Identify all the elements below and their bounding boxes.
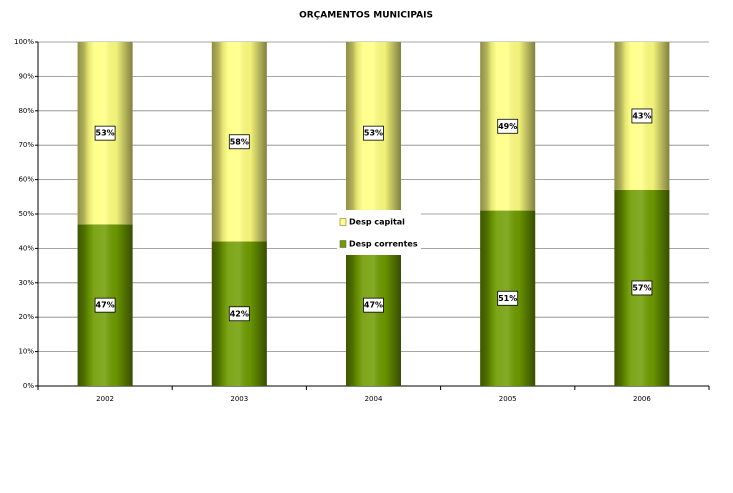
- y-tick-label: 100%: [14, 38, 34, 46]
- y-tick-label: 90%: [18, 72, 34, 80]
- value-label-box: [363, 297, 384, 313]
- y-tick-label: 40%: [18, 244, 34, 252]
- x-tick-label: 2002: [96, 395, 114, 403]
- value-label: 47%: [96, 301, 115, 310]
- value-label-box: [94, 297, 116, 313]
- value-label-box: [228, 306, 250, 322]
- x-tick-label: 2004: [365, 395, 383, 403]
- value-label-box: [497, 118, 519, 134]
- value-label: 49%: [498, 122, 517, 131]
- value-label-box: [497, 290, 519, 306]
- value-label: 58%: [230, 137, 249, 146]
- value-label: 51%: [498, 294, 517, 303]
- y-tick-label: 10%: [18, 348, 34, 356]
- value-label-box: [631, 108, 653, 124]
- x-tick-label: 2006: [633, 395, 651, 403]
- y-tick-label: 70%: [18, 141, 34, 149]
- y-tick-label: 60%: [18, 176, 34, 184]
- y-tick-label: 20%: [18, 313, 34, 321]
- legend-label: Desp capital: [349, 218, 405, 227]
- value-label: 53%: [364, 129, 383, 138]
- x-tick-label: 2005: [499, 395, 517, 403]
- value-label-box: [94, 125, 116, 141]
- legend-box: [337, 210, 421, 255]
- value-label-box: [631, 280, 653, 296]
- chart-title: ORÇAMENTOS MUNICIPAIS: [299, 11, 433, 21]
- value-label: 53%: [96, 129, 115, 138]
- value-label-box: [363, 125, 384, 141]
- y-tick-label: 0%: [23, 382, 34, 390]
- value-label-box: [228, 134, 250, 150]
- y-tick-label: 80%: [18, 107, 34, 115]
- y-tick-label: 30%: [18, 279, 34, 287]
- y-tick-label: 50%: [18, 210, 34, 218]
- legend-label: Desp correntes: [349, 240, 418, 249]
- value-label: 42%: [230, 309, 249, 318]
- legend-swatch: [339, 240, 347, 248]
- x-tick-label: 2003: [230, 395, 248, 403]
- legend-swatch: [339, 218, 347, 226]
- value-label: 43%: [632, 111, 651, 120]
- value-label: 47%: [364, 301, 383, 310]
- value-label: 57%: [632, 283, 651, 292]
